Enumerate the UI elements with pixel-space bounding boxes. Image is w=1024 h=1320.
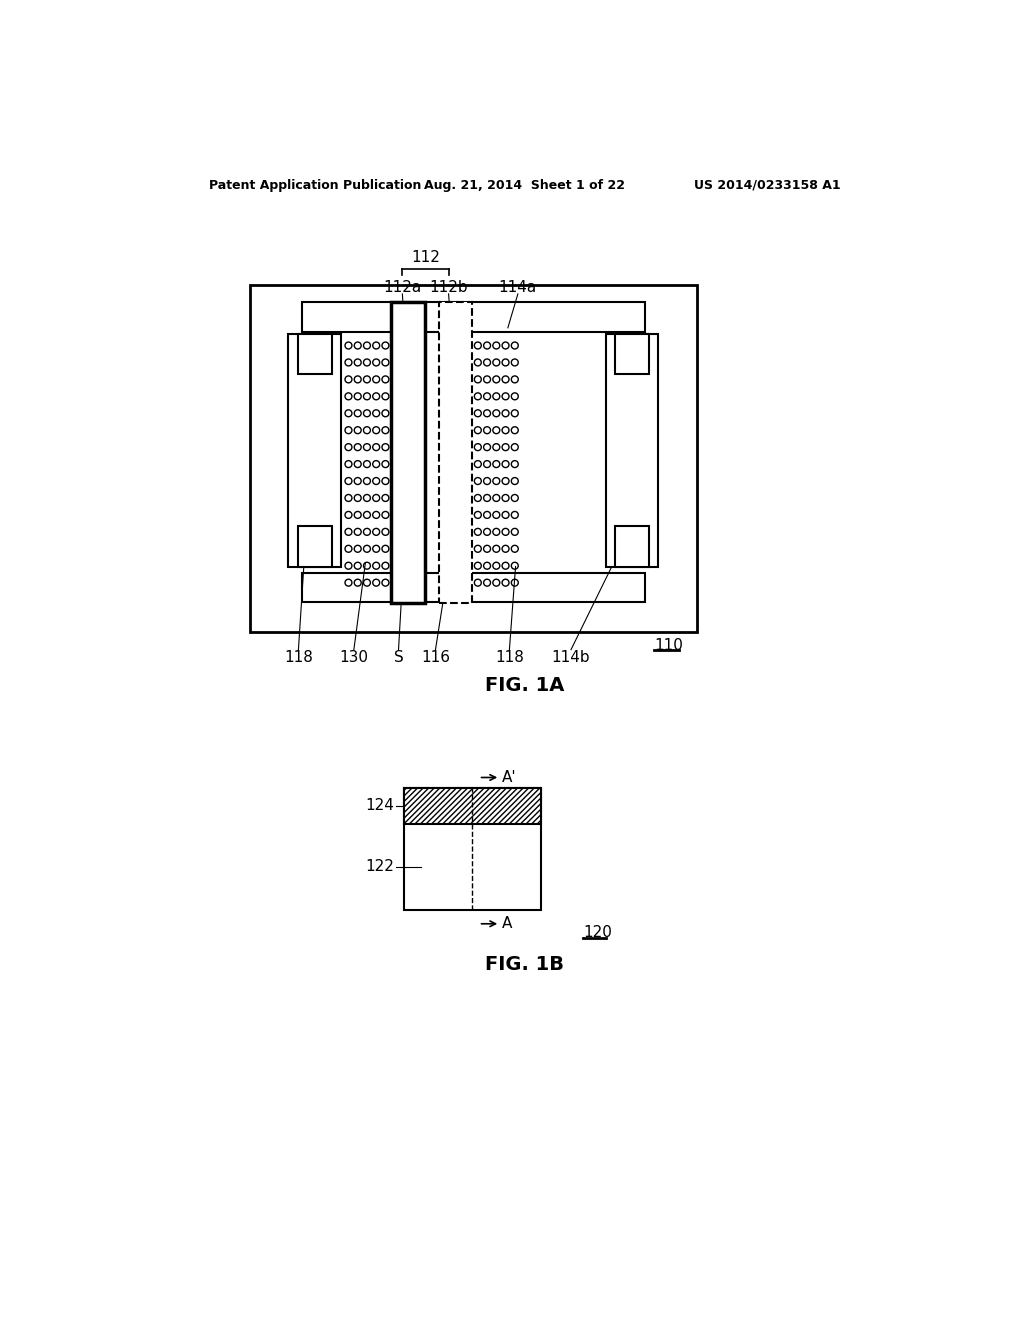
Bar [403, 788, 541, 824]
Text: 124: 124 [366, 799, 394, 813]
Bar [289, 334, 341, 566]
Text: 130: 130 [339, 649, 369, 665]
Text: FIG. 1A: FIG. 1A [485, 676, 564, 694]
Text: Aug. 21, 2014  Sheet 1 of 22: Aug. 21, 2014 Sheet 1 of 22 [424, 178, 626, 191]
Text: 112a: 112a [383, 280, 422, 296]
Text: Patent Application Publication: Patent Application Publication [209, 178, 422, 191]
Text: 118: 118 [284, 649, 313, 665]
Bar [301, 573, 645, 602]
Bar [438, 302, 472, 603]
Bar [391, 302, 425, 603]
Text: 114b: 114b [552, 649, 590, 665]
Text: US 2014/0233158 A1: US 2014/0233158 A1 [694, 178, 841, 191]
Bar [298, 527, 332, 566]
Text: 114a: 114a [499, 280, 537, 296]
Text: 120: 120 [584, 925, 612, 940]
Text: S: S [393, 649, 403, 665]
Text: 116: 116 [421, 649, 450, 665]
Bar [403, 788, 541, 909]
Text: 118: 118 [495, 649, 524, 665]
Bar [614, 334, 649, 374]
Text: A': A' [502, 770, 516, 785]
Text: FIG. 1B: FIG. 1B [485, 954, 564, 974]
Bar [614, 527, 649, 566]
Bar [605, 334, 658, 566]
Bar [301, 302, 645, 331]
Text: A: A [502, 916, 512, 932]
Text: 110: 110 [654, 638, 683, 653]
Text: 112: 112 [411, 249, 440, 264]
Text: 112b: 112b [429, 280, 468, 296]
Bar [298, 334, 332, 374]
Text: 122: 122 [366, 859, 394, 874]
Bar [250, 285, 696, 632]
